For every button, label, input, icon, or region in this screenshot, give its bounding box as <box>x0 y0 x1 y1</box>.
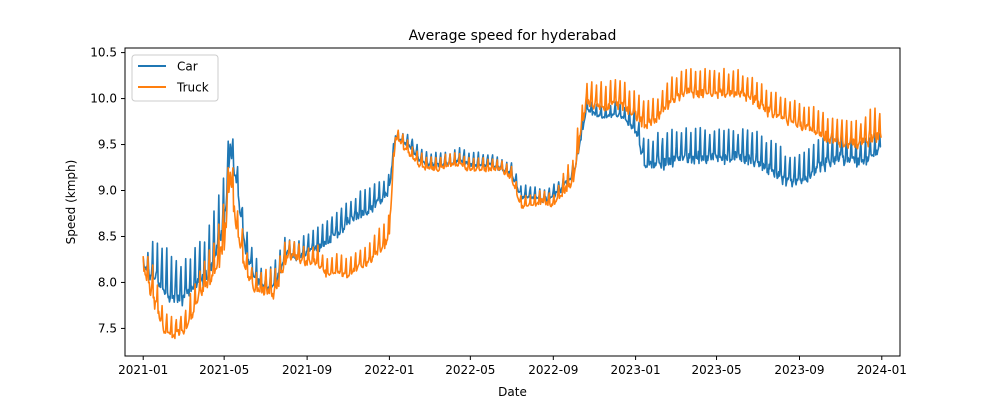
x-tick-label: 2022-01 <box>364 363 414 377</box>
legend: Car Truck <box>131 54 219 102</box>
axes-frame <box>124 47 901 357</box>
x-axis: 2021-01 2021-05 2021-09 2022-01 2022-05 2022-… <box>118 356 907 377</box>
y-tick-label: 10.0 <box>90 92 117 106</box>
y-tick-label: 7.5 <box>98 321 117 335</box>
legend-label-car: Car <box>177 60 198 74</box>
y-tick-label: 9.0 <box>98 184 117 198</box>
plot-area <box>124 47 901 357</box>
x-tick-label: 2023-05 <box>691 363 741 377</box>
series-line-truck <box>142 67 882 340</box>
x-tick-label: 2021-09 <box>282 363 332 377</box>
chart-title: Average speed for hyderabad <box>409 28 617 44</box>
y-tick-label: 10.5 <box>90 46 117 60</box>
x-tick-label: 2023-09 <box>774 363 824 377</box>
legend-label-truck: Truck <box>176 81 209 95</box>
y-tick-label: 8.0 <box>98 275 117 289</box>
x-tick-label: 2022-05 <box>445 363 495 377</box>
x-tick-label: 2024-01 <box>857 363 907 377</box>
y-axis: 7.5 8.0 8.5 9.0 9.5 10.0 10.5 <box>90 46 125 335</box>
y-tick-label: 8.5 <box>98 229 117 243</box>
y-tick-label: 9.5 <box>98 138 117 152</box>
x-tick-label: 2021-05 <box>199 363 249 377</box>
series-layer <box>142 67 882 340</box>
y-axis-title: Speed (kmph) <box>64 160 78 245</box>
x-tick-label: 2022-09 <box>528 363 578 377</box>
x-tick-label: 2021-01 <box>118 363 168 377</box>
x-tick-label: 2023-01 <box>611 363 661 377</box>
x-axis-title: Date <box>498 385 527 399</box>
